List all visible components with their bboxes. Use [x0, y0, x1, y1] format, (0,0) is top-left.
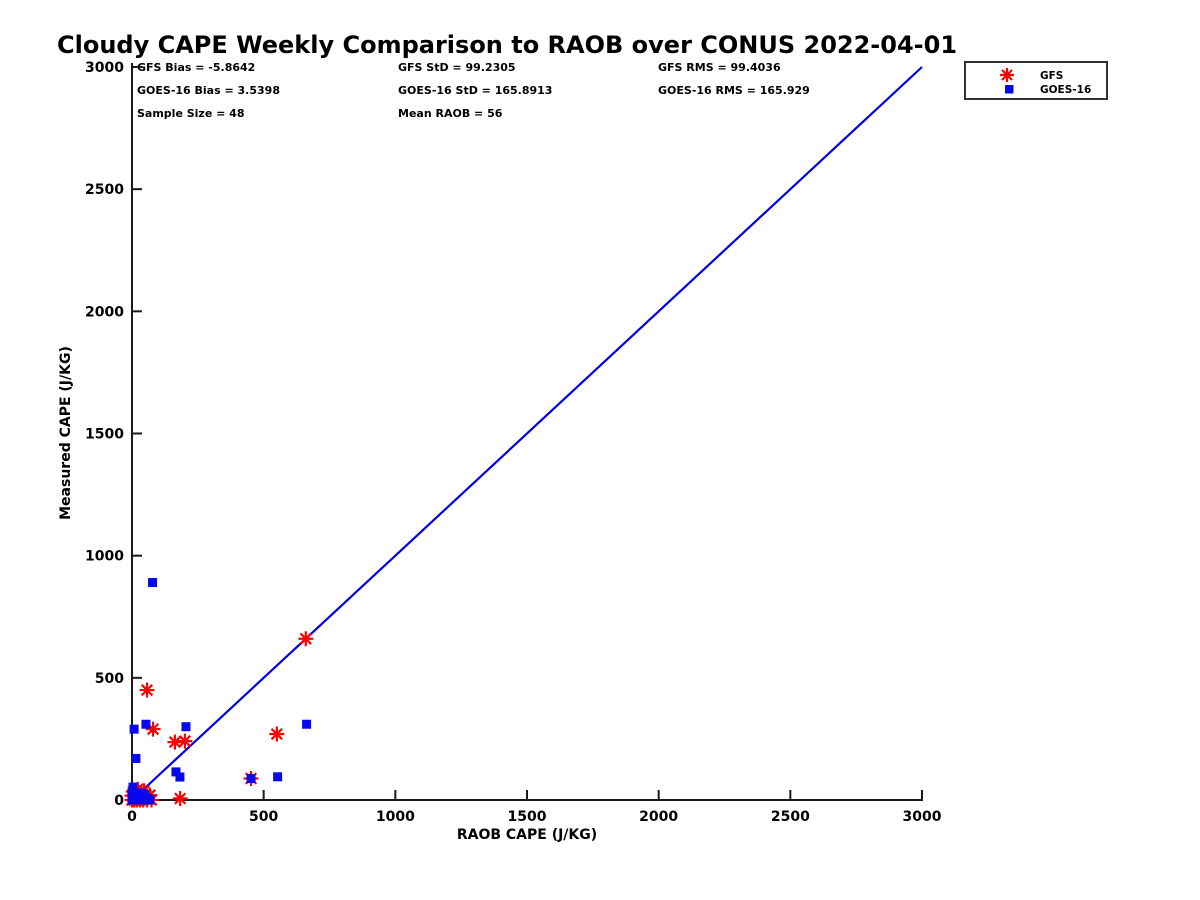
legend-label-goes16: GOES-16 — [1040, 84, 1091, 96]
stat-gfs-bias: GFS Bias = -5.8642 — [137, 61, 255, 74]
stat-gfs-rms: GFS RMS = 99.4036 — [658, 61, 781, 74]
stat-sample-size: Sample Size = 48 — [137, 107, 244, 120]
gfs-point — [167, 734, 183, 750]
gfs-point — [298, 631, 314, 647]
gfs-point — [269, 726, 285, 742]
y-tick-label: 1500 — [85, 427, 124, 443]
reference-line-layer — [131, 66, 923, 801]
goes16-point — [171, 767, 181, 777]
axes-layer: 0 500 1000 1500 2000 2500 3000 0 500 1000 1500 2000… — [85, 60, 942, 825]
y-tick-label: 3000 — [85, 60, 124, 76]
gfs-point — [172, 791, 188, 807]
x-axis-label: RAOB CAPE (J/KG) — [457, 827, 597, 843]
goes16-square-icon — [1005, 85, 1014, 94]
x-tick-label: 2500 — [771, 809, 810, 825]
goes16-point — [130, 790, 140, 800]
goes16-point — [148, 578, 158, 588]
x-tick-label: 500 — [249, 809, 278, 825]
y-axis-label: Measured CAPE (J/KG) — [58, 346, 74, 520]
legend-label-gfs: GFS — [1040, 70, 1063, 82]
goes16-point — [246, 773, 256, 783]
gfs-point — [177, 733, 193, 749]
goes16-point — [273, 772, 283, 782]
stat-gfs-std: GFS StD = 99.2305 — [398, 61, 516, 74]
y-tick-label: 2000 — [85, 304, 124, 320]
gfs-point — [139, 682, 155, 698]
chart-title: Cloudy CAPE Weekly Comparison to RAOB ov… — [57, 31, 957, 59]
y-tick-label: 2500 — [85, 182, 124, 198]
data-marker-layer — [124, 578, 314, 808]
goes16-point — [141, 719, 151, 729]
goes16-point — [181, 722, 191, 732]
x-tick-label: 2000 — [639, 809, 678, 825]
legend-box — [964, 61, 1108, 100]
goes16-point — [131, 753, 141, 763]
x-tick-label: 0 — [127, 809, 137, 825]
stat-goes16-std: GOES-16 StD = 165.8913 — [398, 84, 552, 97]
x-tick-label: 1000 — [376, 809, 415, 825]
y-tick-label: 500 — [95, 671, 124, 687]
x-tick-label: 1500 — [508, 809, 547, 825]
goes16-point — [128, 782, 138, 792]
goes16-point — [143, 794, 153, 804]
stat-goes16-bias: GOES-16 Bias = 3.5398 — [137, 84, 280, 97]
stat-goes16-rms: GOES-16 RMS = 165.929 — [658, 84, 810, 97]
stat-mean-raob: Mean RAOB = 56 — [398, 107, 503, 120]
y-tick-label: 0 — [114, 793, 124, 809]
goes16-point — [175, 772, 185, 782]
gfs-asterisk-icon — [1000, 68, 1014, 82]
goes16-point — [129, 724, 139, 734]
one-to-one-line — [131, 66, 923, 801]
goes16-point — [302, 719, 312, 729]
gfs-point — [145, 721, 161, 737]
legend: GFS GOES-16 — [964, 61, 1108, 100]
goes16-point — [127, 795, 137, 805]
x-tick-label: 3000 — [903, 809, 942, 825]
y-tick-label: 1000 — [85, 549, 124, 565]
